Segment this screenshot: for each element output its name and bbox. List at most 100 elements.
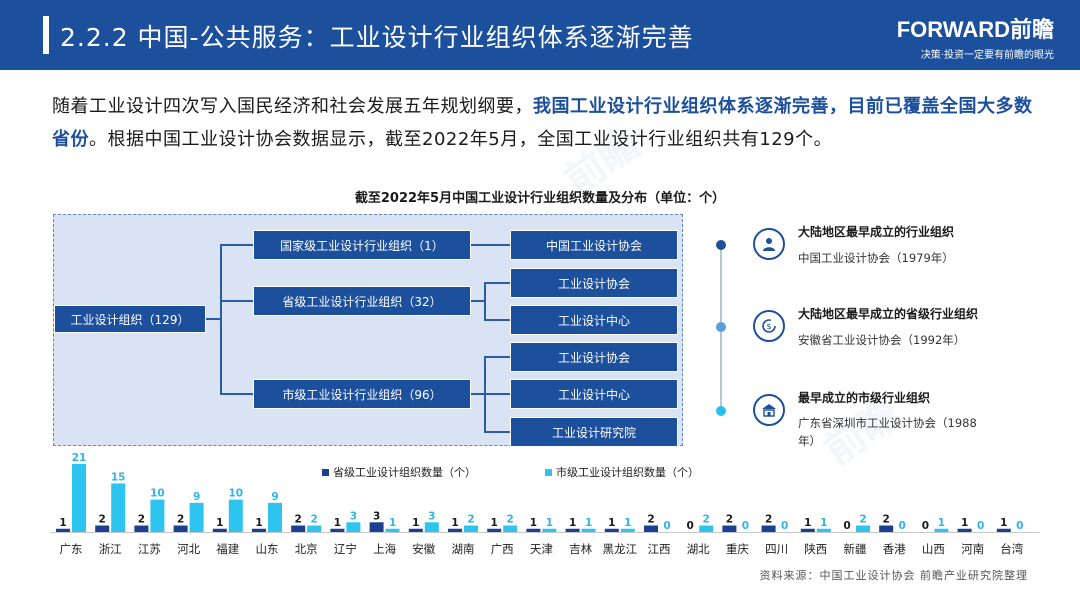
bar <box>95 525 110 532</box>
bar <box>189 502 204 532</box>
data-label: 3 <box>350 510 357 522</box>
data-label: 1 <box>389 517 396 529</box>
bar <box>761 525 776 532</box>
bar <box>72 464 86 532</box>
data-label: 1 <box>608 517 615 529</box>
timeline-item-title: 最早成立的市级行业组织 <box>798 391 931 405</box>
x-tick-label: 重庆 <box>726 542 749 556</box>
bar <box>487 528 502 532</box>
data-label: 0 <box>977 520 984 532</box>
bar <box>307 525 322 532</box>
x-tick-label: 安徽 <box>412 542 435 556</box>
x-tick-label: 湖南 <box>452 542 475 556</box>
legend-swatch <box>322 468 329 476</box>
org-leaf-prov-center: 工业设计中心 <box>510 305 678 335</box>
bar <box>620 528 635 532</box>
bar <box>228 499 243 532</box>
connector <box>484 431 510 433</box>
x-tick-label: 吉林 <box>569 542 592 556</box>
data-label: 0 <box>742 520 749 532</box>
bar <box>604 528 619 532</box>
bar <box>699 525 714 532</box>
bar <box>385 528 400 532</box>
bar <box>644 525 658 532</box>
bar <box>542 528 557 532</box>
org-root-box: 工业设计组织（129） <box>54 305 206 333</box>
bar <box>369 522 384 532</box>
data-label: 2 <box>883 514 890 526</box>
timeline-dot <box>716 240 726 250</box>
bar <box>424 522 439 532</box>
bar <box>996 528 1011 532</box>
bar <box>111 483 126 532</box>
data-label: 1 <box>624 517 631 529</box>
data-label: 3 <box>373 510 380 522</box>
x-tick-label: 四川 <box>765 542 788 556</box>
bar <box>346 522 361 532</box>
org-level-city: 市级工业设计行业组织（96） <box>253 379 471 409</box>
org-leaf-city-assoc: 工业设计协会 <box>510 342 678 372</box>
data-label: 15 <box>111 471 126 483</box>
intro-text-2: 。根据中国工业设计协会数据显示，截至2022年5月，全国工业设计行业组织共有12… <box>89 129 833 150</box>
connector <box>220 244 253 246</box>
legend-label: 市级工业设计组织数量（个） <box>556 466 699 479</box>
timeline-dot <box>716 406 726 416</box>
org-leaf-city-center: 工业设计中心 <box>510 379 678 409</box>
data-label: 1 <box>938 517 945 529</box>
data-label: 1 <box>961 517 968 529</box>
bar <box>464 525 478 532</box>
data-label: 2 <box>99 514 106 526</box>
bar <box>330 528 345 532</box>
header-bar: 2.2.2 中国-公共服务：工业设计行业组织体系逐渐完善 FORWARD前瞻 决… <box>0 0 1080 70</box>
brand-logo: FORWARD前瞻 <box>896 17 1054 42</box>
data-label: 9 <box>193 491 200 503</box>
x-tick-label: 广东 <box>60 542 83 556</box>
connector <box>484 282 510 284</box>
data-label: 1 <box>334 517 341 529</box>
bar <box>56 528 70 532</box>
data-label: 1 <box>546 517 553 529</box>
bar <box>212 528 227 532</box>
data-label: 0 <box>899 520 906 532</box>
bar <box>291 525 306 532</box>
data-label: 0 <box>843 520 850 532</box>
x-tick-label: 河南 <box>961 542 984 556</box>
timeline-item-title: 大陆地区最早成立的省级行业组织 <box>798 307 979 321</box>
data-label: 1 <box>451 517 458 529</box>
data-label: 2 <box>311 514 318 526</box>
bar <box>503 525 518 532</box>
data-label: 2 <box>295 514 302 526</box>
connector <box>206 318 221 320</box>
x-tick-label: 山西 <box>922 542 945 556</box>
data-label: 0 <box>922 520 929 532</box>
legend-item-city: 市级工业设计组织数量（个） <box>545 464 699 480</box>
bar <box>816 528 831 532</box>
x-tick-label: 广西 <box>491 542 514 556</box>
data-label: 2 <box>467 514 474 526</box>
x-tick-label: 湖北 <box>687 542 710 556</box>
building-icon <box>753 394 785 426</box>
x-tick-label: 江西 <box>648 542 671 556</box>
data-label: 1 <box>569 517 576 529</box>
bar <box>800 528 815 532</box>
data-label: 10 <box>228 488 243 500</box>
timeline-item-desc: 广东省深圳市工业设计协会（1988年） <box>798 416 977 448</box>
data-label: 9 <box>271 491 278 503</box>
bar <box>408 528 423 532</box>
legend-swatch <box>545 468 552 476</box>
data-label: 10 <box>150 488 165 500</box>
x-tick-label: 香港 <box>883 542 906 556</box>
bar <box>879 525 894 532</box>
org-leaf-prov-assoc: 工业设计协会 <box>510 268 678 298</box>
timeline-item-desc: 安徽省工业设计协会（1992年） <box>798 333 966 347</box>
x-tick-label: 台湾 <box>1000 542 1023 556</box>
bar <box>252 528 266 532</box>
connector <box>470 244 510 246</box>
connector <box>220 300 253 302</box>
data-label: 2 <box>647 514 654 526</box>
person-badge-icon <box>753 228 785 260</box>
x-tick-label: 山东 <box>256 542 279 556</box>
source-note: 资料来源：中国工业设计协会 前瞻产业研究院整理 <box>759 569 1028 582</box>
data-label: 1 <box>255 517 262 529</box>
org-level-provincial: 省级工业设计行业组织（32） <box>253 286 471 316</box>
